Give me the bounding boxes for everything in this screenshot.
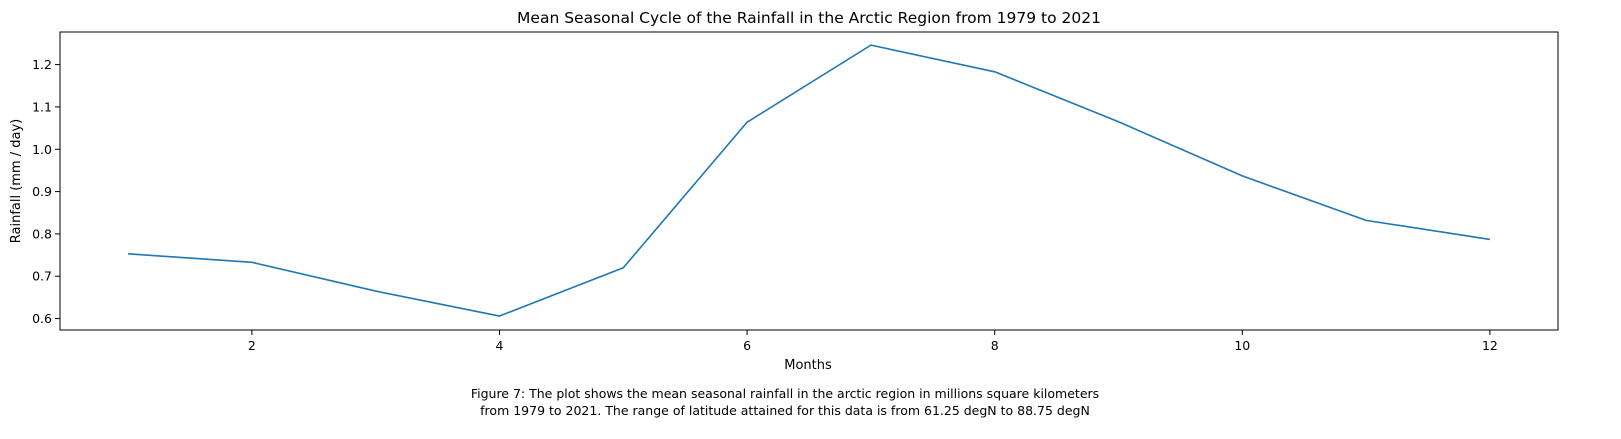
plot-area: 2 4 6 8 10 12 0.6 0.7 0.8 0.9 1.0 1.1 1.2: [32, 31, 1559, 353]
series-line: [128, 44, 1491, 317]
y-tick-label-5: 1.1: [32, 99, 52, 114]
y-tick-label-6: 1.2: [32, 57, 52, 72]
x-tick-label-10: 10: [1234, 338, 1250, 353]
x-tick-label-12: 12: [1482, 338, 1498, 353]
y-tick-label-0: 0.6: [32, 311, 52, 326]
x-axis-label: Months: [784, 358, 832, 373]
y-tick-label-1: 0.7: [32, 269, 52, 284]
caption-line-2: from 1979 to 2021. The range of latitude…: [480, 403, 1090, 418]
x-tick-label-2: 2: [248, 338, 256, 353]
x-tick-label-4: 4: [496, 338, 504, 353]
chart-title: Mean Seasonal Cycle of the Rainfall in t…: [517, 9, 1101, 27]
caption-line-1: Figure 7: The plot shows the mean season…: [470, 386, 1100, 401]
x-tick-label-8: 8: [991, 338, 999, 353]
y-axis-label: Rainfall (mm / day): [9, 119, 24, 244]
y-tick-label-4: 1.0: [32, 142, 52, 157]
x-tick-label-6: 6: [743, 338, 751, 353]
plot-frame: [59, 31, 1559, 331]
figure-caption: Figure 7: The plot shows the mean season…: [0, 385, 1570, 419]
y-tick-label-2: 0.8: [32, 226, 52, 241]
y-tick-label-3: 0.9: [32, 184, 52, 199]
